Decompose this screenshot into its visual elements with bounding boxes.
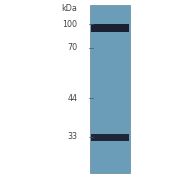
Text: 70: 70 [67,43,77,52]
Text: kDa: kDa [62,4,77,13]
Text: 33: 33 [67,132,77,141]
Bar [91,134,129,141]
Text: 100: 100 [62,20,77,29]
Bar [90,5,130,173]
Bar [91,24,129,32]
Text: 44: 44 [67,94,77,103]
